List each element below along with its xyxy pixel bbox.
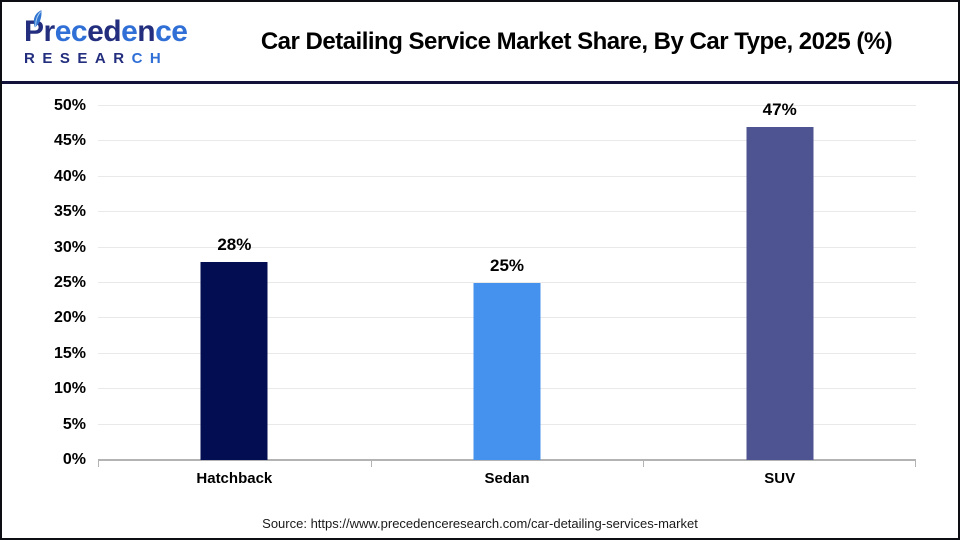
y-axis-label: 20% bbox=[53, 309, 86, 327]
y-axis-label: 15% bbox=[53, 344, 86, 362]
logo-letter: e bbox=[171, 15, 188, 48]
logo-letter: A bbox=[94, 50, 114, 67]
leaf-icon bbox=[33, 10, 42, 28]
logo-letter: e bbox=[121, 15, 138, 48]
y-axis-label: 35% bbox=[53, 203, 86, 221]
y-axis-label: 25% bbox=[53, 274, 86, 291]
chart-title: Car Detailing Service Market Share, By C… bbox=[260, 27, 893, 55]
y-axis-label: 45% bbox=[53, 132, 86, 150]
y-gridline bbox=[98, 175, 916, 177]
bar-value-label: 47% bbox=[762, 100, 797, 120]
y-axis-label: 0% bbox=[62, 451, 86, 468]
logo-letter: n bbox=[137, 15, 156, 48]
y-gridline bbox=[98, 211, 916, 213]
logo-word-precedence: Precedence bbox=[24, 10, 209, 48]
logo-letter: C bbox=[131, 50, 150, 67]
y-gridline bbox=[98, 140, 916, 142]
y-gridline bbox=[98, 246, 916, 248]
logo-letter: e bbox=[87, 15, 104, 48]
source-link[interactable]: Source: https://www.precedenceresearch.c… bbox=[262, 516, 698, 531]
y-gridline bbox=[98, 105, 916, 106]
logo-letter: r bbox=[43, 15, 56, 48]
x-axis-tick bbox=[98, 461, 99, 467]
bar-value-label: 25% bbox=[489, 256, 525, 275]
x-axis-labels: Hatchback Sedan SUV bbox=[98, 470, 916, 487]
bar-suv bbox=[746, 127, 814, 460]
bar-slot: 25% bbox=[371, 106, 644, 460]
x-axis-line bbox=[98, 459, 916, 461]
x-axis-label: SUV bbox=[764, 470, 796, 487]
x-axis-tick bbox=[915, 461, 916, 467]
bar-slot: 47% bbox=[643, 100, 916, 460]
bar-value-label: 28% bbox=[217, 234, 252, 254]
bar-sedan bbox=[473, 283, 541, 460]
logo-letter: E bbox=[77, 50, 95, 67]
x-axis-tick bbox=[643, 461, 645, 467]
y-axis-label: 50% bbox=[53, 97, 86, 114]
logo-letter: H bbox=[149, 50, 169, 67]
y-axis-label: 5% bbox=[62, 415, 86, 433]
x-axis-label: Hatchback bbox=[196, 470, 273, 487]
logo-letter: P bbox=[24, 10, 44, 47]
y-axis-label: 10% bbox=[53, 380, 86, 398]
plot-area: 28% 25% 47% bbox=[98, 100, 916, 467]
logo-word-research: RESEARCH bbox=[24, 51, 209, 66]
logo-letter: R bbox=[24, 50, 43, 67]
bars-container: 28% 25% 47% bbox=[98, 100, 916, 460]
bar-hatchback bbox=[200, 261, 268, 460]
bar-slot: 28% bbox=[98, 106, 371, 460]
logo-letter: e bbox=[54, 15, 72, 48]
y-axis-labels: 0% 5% 10% 15% 20% 25% 30% 35% 40% 45% 50% bbox=[2, 97, 86, 468]
logo-letter: c bbox=[155, 15, 172, 48]
header: Precedence RESEARCH Car Detailing Servic… bbox=[2, 2, 958, 84]
logo-letter: E bbox=[42, 50, 60, 67]
logo-letter: S bbox=[59, 50, 78, 67]
logo-letter: d bbox=[103, 15, 122, 48]
precedence-logo: Precedence RESEARCH bbox=[24, 10, 209, 66]
x-axis-label: Sedan bbox=[484, 470, 530, 487]
logo-letter: R bbox=[113, 50, 132, 67]
y-gridline bbox=[98, 282, 916, 283]
logo-letter: c bbox=[70, 15, 88, 48]
x-axis-tick bbox=[370, 461, 372, 467]
y-axis-label: 40% bbox=[53, 167, 86, 185]
y-axis-label: 30% bbox=[53, 238, 86, 256]
